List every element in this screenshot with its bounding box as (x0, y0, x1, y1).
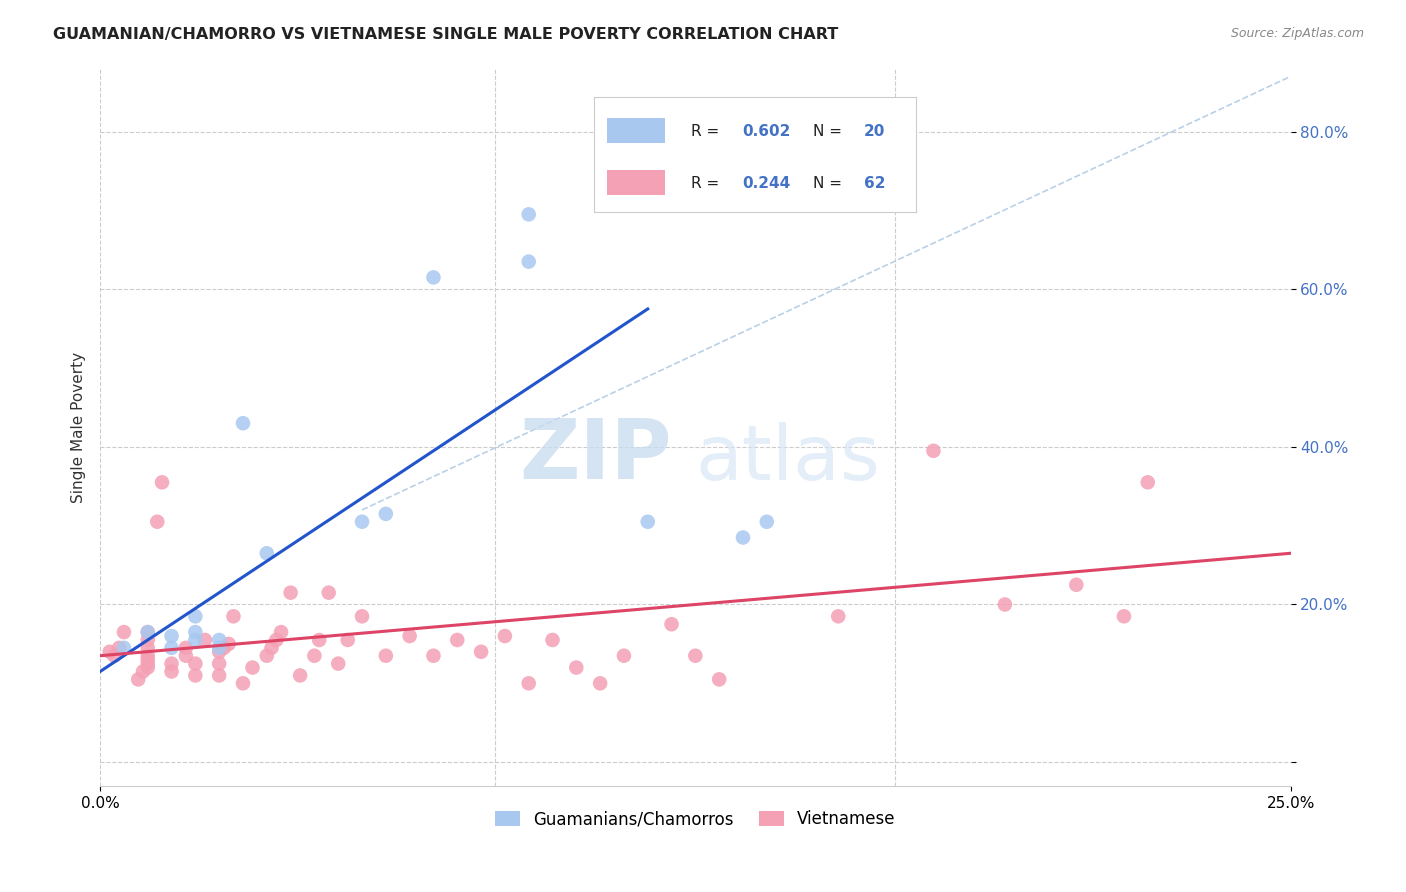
Point (422, 270, 444, 285)
Y-axis label: Single Male Poverty: Single Male Poverty (72, 351, 86, 503)
Point (709, 673, 731, 687)
Point (328, 657, 350, 671)
Point (613, 648, 636, 663)
Point (260, 640, 283, 655)
Point (304, 648, 326, 663)
Point (350, 515, 373, 529)
Point (136, 648, 159, 663)
Point (994, 598, 1017, 612)
Point (146, 515, 169, 529)
Point (212, 640, 235, 655)
Point (136, 632, 159, 647)
Point (112, 625, 135, 640)
Point (218, 637, 240, 651)
Point (517, 207, 540, 221)
Point (184, 668, 207, 682)
Point (208, 645, 231, 659)
Point (160, 640, 183, 655)
Point (336, 632, 359, 647)
Point (1136, 475, 1159, 490)
Point (755, 515, 778, 529)
Point (398, 629, 420, 643)
Point (875, 192, 897, 206)
Point (136, 625, 159, 640)
Point (541, 632, 564, 647)
Point (517, 676, 540, 690)
Point (1066, 578, 1088, 592)
Point (232, 416, 254, 430)
Point (98, 645, 121, 659)
Point (136, 657, 159, 671)
Point (112, 640, 135, 655)
Point (242, 660, 264, 674)
Point (565, 660, 588, 674)
Point (922, 443, 945, 458)
Point (136, 653, 159, 667)
Legend: Guamanians/Chamorros, Vietnamese: Guamanians/Chamorros, Vietnamese (488, 804, 903, 835)
Text: ZIP: ZIP (519, 416, 672, 496)
Point (661, 617, 683, 632)
Point (184, 625, 207, 640)
Point (266, 632, 288, 647)
Point (160, 657, 183, 671)
Point (136, 660, 159, 674)
Point (103, 648, 125, 663)
Point (136, 625, 159, 640)
Point (446, 632, 468, 647)
Point (374, 648, 396, 663)
Point (174, 648, 197, 663)
Point (136, 640, 159, 655)
Point (288, 668, 311, 682)
Point (208, 668, 231, 682)
Point (160, 665, 183, 679)
Point (350, 609, 373, 624)
Point (194, 632, 217, 647)
Point (184, 632, 207, 647)
Point (685, 648, 707, 663)
Point (517, 254, 540, 268)
Text: Source: ZipAtlas.com: Source: ZipAtlas.com (1230, 27, 1364, 40)
Point (308, 632, 330, 647)
Point (150, 475, 173, 490)
Point (256, 648, 278, 663)
Point (222, 609, 245, 624)
Point (422, 648, 444, 663)
Point (470, 645, 492, 659)
Point (589, 676, 612, 690)
Point (232, 676, 254, 690)
Point (374, 507, 396, 521)
Point (731, 531, 754, 545)
Point (174, 640, 197, 655)
Point (494, 629, 516, 643)
Point (184, 609, 207, 624)
Point (108, 640, 131, 655)
Point (256, 546, 278, 560)
Point (270, 625, 292, 640)
Point (160, 629, 183, 643)
Point (280, 585, 302, 599)
Text: atlas: atlas (696, 423, 880, 497)
Point (184, 657, 207, 671)
Point (132, 665, 155, 679)
Point (827, 609, 849, 624)
Point (208, 632, 231, 647)
Point (208, 657, 231, 671)
Text: GUAMANIAN/CHAMORRO VS VIETNAMESE SINGLE MALE POVERTY CORRELATION CHART: GUAMANIAN/CHAMORRO VS VIETNAMESE SINGLE … (53, 27, 838, 42)
Point (208, 640, 231, 655)
Point (1112, 609, 1135, 624)
Point (637, 515, 659, 529)
Point (127, 673, 149, 687)
Point (318, 585, 340, 599)
